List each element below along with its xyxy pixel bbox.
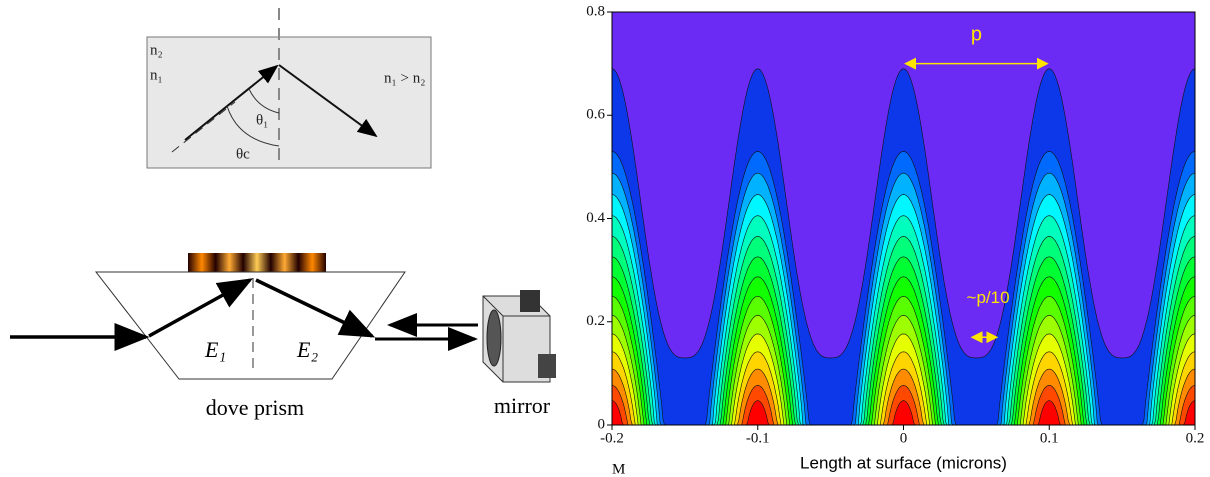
- mirror-icon: [482, 290, 556, 383]
- label: n₁ > n₂: [384, 70, 425, 86]
- annotation: p: [971, 24, 982, 46]
- tir-diagram: n₂ n₁ n₁ > n₂ θ₁ θc: [146, 8, 432, 169]
- label: θ₁: [256, 112, 268, 128]
- x-tick-label: 0: [900, 430, 908, 446]
- x-axis-label: Length at surface (microns): [800, 453, 1007, 472]
- y-tick-label: 0.2: [586, 313, 605, 329]
- corner-label: M: [612, 461, 625, 477]
- prism: [94, 271, 406, 380]
- label: n₂: [150, 42, 163, 58]
- x-tick-label: 0.2: [1186, 430, 1205, 446]
- x-tick-label: -0.2: [600, 430, 624, 446]
- fringe-pattern: [188, 253, 326, 272]
- contour-level: [612, 400, 1195, 425]
- label: E₁: [204, 337, 226, 362]
- caption: mirror: [494, 393, 551, 418]
- prism-diagram: E₁ E₂ dove prism mirror: [10, 253, 556, 420]
- label: E₂: [296, 337, 318, 362]
- caption: dove prism: [206, 395, 304, 420]
- contour-field: [612, 68, 1195, 425]
- label: θc: [236, 146, 250, 162]
- y-tick-label: 0.4: [586, 210, 605, 226]
- x-tick-label: 0.1: [1040, 430, 1059, 446]
- angle-arc: [226, 105, 280, 147]
- contour-plot: -0.2 -0.1 0 0.1 0.2 0 0.2 0.4 0.6 0.8 Length at su…: [586, 3, 1204, 477]
- y-tick-label: 0.6: [586, 107, 605, 123]
- label: n₁: [150, 67, 163, 83]
- reflected-ray: [278, 64, 378, 138]
- beam: [255, 278, 376, 338]
- incident-ray: [184, 64, 279, 141]
- annotation: ~p/10: [967, 288, 1010, 307]
- x-tick-label: -0.1: [746, 430, 770, 446]
- extension-line: [171, 101, 236, 153]
- beam: [148, 278, 254, 338]
- y-tick-label: 0.8: [586, 3, 605, 19]
- medium-box: [146, 36, 432, 169]
- y-tick-label: 0: [598, 416, 606, 432]
- angle-arc: [248, 88, 280, 114]
